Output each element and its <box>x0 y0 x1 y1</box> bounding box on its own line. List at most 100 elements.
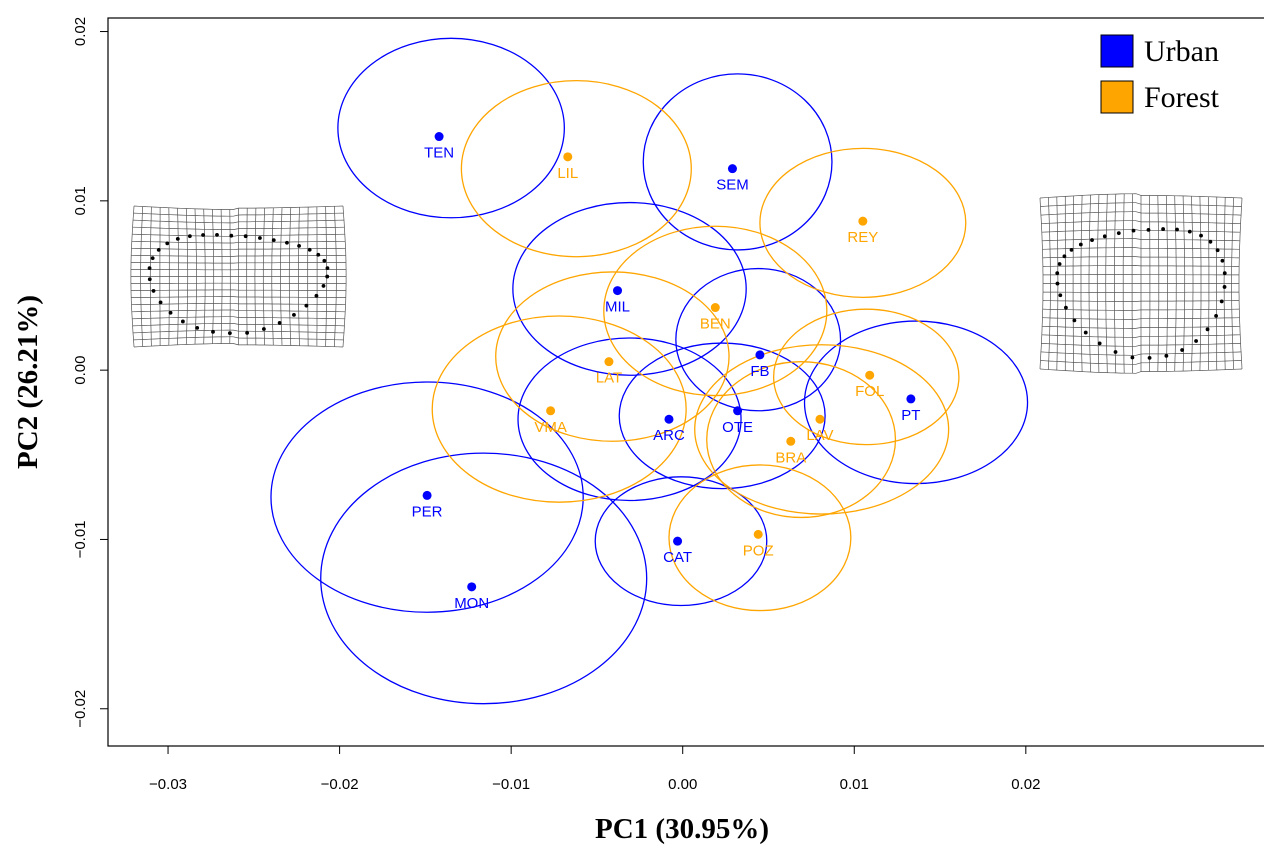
point-ten <box>434 132 444 142</box>
legend-label-forest: Forest <box>1144 81 1220 114</box>
x-axis: −0.03 −0.02 −0.01 0.00 0.01 0.02 <box>149 745 1040 793</box>
landmark-point <box>227 331 232 336</box>
landmark-point <box>271 238 276 243</box>
y-tick-label: −0.02 <box>72 690 89 728</box>
x-tick-label: −0.02 <box>321 776 359 793</box>
deformation-grid-right <box>1039 193 1243 374</box>
grid-line <box>1207 196 1210 371</box>
landmark-point <box>1205 327 1210 332</box>
landmark-point <box>156 247 161 252</box>
ellipse-mil <box>512 201 747 376</box>
point-rey <box>858 216 868 226</box>
landmark-point <box>187 234 192 239</box>
point-label-mil: MIL <box>605 299 630 316</box>
landmark-point <box>1078 242 1083 247</box>
point-mil <box>613 286 623 296</box>
grid-line <box>194 208 197 345</box>
point-label-sem: SEM <box>716 177 749 194</box>
point-label-rey: REY <box>847 229 878 246</box>
grid-line <box>342 205 347 348</box>
landmark-point <box>1187 229 1192 234</box>
landmark-point <box>1090 238 1094 242</box>
landmark-point <box>195 326 200 330</box>
ellipse-lav <box>694 344 950 515</box>
landmark-point <box>1057 262 1062 266</box>
landmark-point <box>1072 318 1077 323</box>
landmark-point <box>245 331 250 335</box>
ellipse-lat <box>495 271 730 442</box>
landmark-point <box>1208 239 1213 244</box>
grid-line <box>1088 194 1091 373</box>
grid-line <box>1191 196 1194 371</box>
landmark-point <box>1113 350 1118 354</box>
grid-line <box>1157 195 1160 372</box>
landmark-point <box>1194 339 1198 343</box>
x-tick-label: 0.00 <box>668 776 697 793</box>
landmark-point <box>307 247 312 252</box>
grid-line <box>1105 194 1108 373</box>
landmark-point <box>258 236 262 240</box>
landmark-point <box>243 234 248 239</box>
x-tick-label: −0.03 <box>149 776 187 793</box>
grid-line <box>1238 197 1243 370</box>
ellipse-fol <box>772 308 960 446</box>
landmark-point <box>1055 271 1060 276</box>
point-label-fb: FB <box>750 363 769 380</box>
grid-line <box>203 209 206 344</box>
landmark-point <box>1146 227 1151 232</box>
confidence-ellipses <box>270 37 1029 705</box>
landmark-point <box>1069 247 1074 252</box>
y-tick-label: 0.00 <box>72 356 89 385</box>
landmark-point <box>168 310 173 315</box>
landmark-point <box>1147 355 1152 360</box>
point-label-lil: LIL <box>557 165 578 182</box>
y-tick-label: −0.01 <box>72 520 89 558</box>
y-tick-label: 0.02 <box>72 17 89 46</box>
ellipse-fb <box>675 267 842 412</box>
legend-label-urban: Urban <box>1144 35 1219 68</box>
landmark-point <box>215 233 219 237</box>
legend-swatch-forest <box>1100 80 1134 114</box>
landmark-point <box>285 240 289 245</box>
landmark-point <box>261 327 266 331</box>
point-label-cat: CAT <box>663 549 692 566</box>
grid-line <box>1174 195 1177 372</box>
legend: Urban Forest <box>1100 34 1220 114</box>
grid-line <box>212 209 215 344</box>
x-axis-title: PC1 (30.95%) <box>595 813 769 845</box>
landmark-point <box>201 233 205 237</box>
x-tick-label: 0.02 <box>1011 776 1040 793</box>
grid-line <box>1182 195 1186 372</box>
ellipse-bra <box>706 361 897 519</box>
landmark-point <box>325 266 330 271</box>
landmark-point <box>322 258 327 263</box>
landmark-point <box>1180 348 1185 352</box>
point-ben <box>710 303 720 313</box>
ellipse-ten <box>337 37 565 219</box>
ellipse-poz <box>668 464 852 612</box>
point-label-ben: BEN <box>700 316 731 333</box>
landmark-point <box>1175 227 1179 232</box>
point-label-per: PER <box>412 503 443 520</box>
grid-line <box>307 207 309 346</box>
point-label-ten: TEN <box>424 145 454 162</box>
landmark-point <box>211 329 215 334</box>
landmark-point <box>1161 227 1166 231</box>
point-label-ote: OTE <box>722 419 753 436</box>
grid-line <box>140 206 144 347</box>
grid-line <box>1114 194 1117 373</box>
ellipse-cat <box>594 476 768 607</box>
landmark-point <box>147 266 152 271</box>
point-lat <box>604 357 614 367</box>
point-lav <box>815 414 825 424</box>
landmark-point <box>1164 353 1169 358</box>
landmark-point <box>314 293 319 298</box>
landmark-point <box>1222 271 1227 276</box>
landmark-point <box>180 319 185 324</box>
grid-line <box>1165 195 1168 372</box>
ellipse-pt <box>803 320 1029 485</box>
point-label-poz: POZ <box>743 542 774 559</box>
landmark-point <box>1130 355 1135 360</box>
landmark-point <box>292 312 296 317</box>
